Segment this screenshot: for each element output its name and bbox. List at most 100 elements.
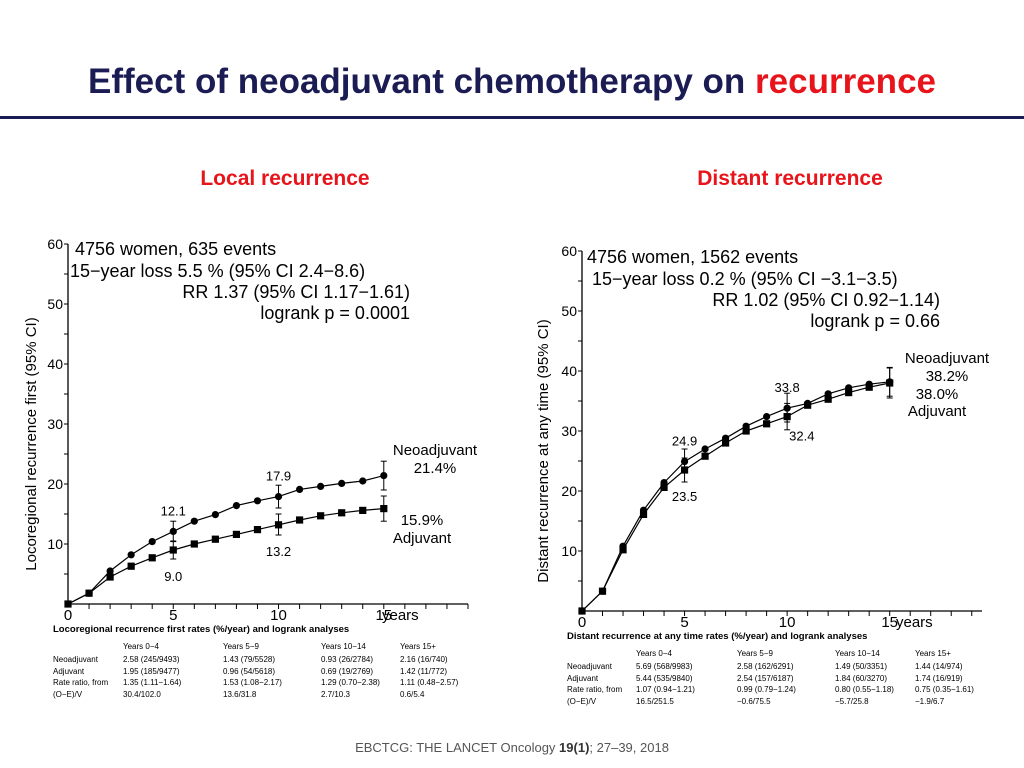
table-row-label: Rate ratio, from — [53, 678, 109, 687]
point-adjuvant — [148, 554, 156, 562]
table-row-label: Neoadjuvant — [567, 662, 612, 671]
point-neoadjuvant — [169, 527, 177, 535]
y-axis-title: Distant recurrence at any time (95% CI) — [535, 319, 552, 582]
table-header: Years 5−9 — [737, 649, 773, 658]
stats-line: logrank p = 0.0001 — [260, 303, 410, 323]
point-adjuvant — [253, 526, 262, 534]
point-neoadjuvant — [783, 404, 791, 412]
point-adjuvant — [701, 452, 709, 460]
point-adjuvant — [317, 512, 325, 520]
table-cell: 2.58 (162/6291) — [737, 662, 794, 671]
point-adjuvant — [845, 389, 853, 397]
slide-title-main: Effect of neoadjuvant chemotherapy on — [88, 62, 756, 101]
distant-rates-table: Distant recurrence at any time rates (%/… — [512, 631, 1024, 713]
point-neoadjuvant — [127, 551, 135, 559]
point-adjuvant — [639, 510, 648, 518]
x-tick-label: 10 — [270, 607, 287, 624]
point-adjuvant — [660, 483, 668, 491]
table-cell: 1.43 (79/5528) — [223, 655, 276, 664]
x-unit-label: years — [382, 607, 419, 624]
table-row-label: (O−E)/V — [53, 689, 83, 699]
stats-line: 4756 women, 635 events — [75, 239, 276, 259]
x-tick-label: 10 — [779, 614, 796, 631]
point-neoadjuvant — [106, 567, 114, 575]
table-row-label: Rate ratio, from — [567, 685, 623, 694]
point-neoadjuvant — [680, 458, 689, 466]
point-adjuvant — [169, 546, 177, 554]
table-cell: 2.58 (245/9493) — [123, 655, 180, 664]
table-cell: 0.75 (0.35−1.61) — [915, 685, 974, 694]
point-adjuvant — [721, 439, 730, 447]
series-name-label: Adjuvant — [908, 403, 967, 420]
y-axis-title: Locoregional recurrence first (95% CI) — [23, 317, 40, 570]
x-tick-label: 15 — [375, 607, 392, 624]
point-adjuvant — [824, 395, 832, 403]
table-cell: 1.53 (1.08−2.17) — [223, 678, 282, 687]
stats-line: RR 1.37 (95% CI 1.17−1.61) — [182, 282, 410, 302]
point-adjuvant — [619, 546, 627, 554]
point-adjuvant — [886, 379, 894, 387]
table-cell: 1.29 (0.70−2.38) — [321, 678, 380, 687]
point-value-label: 32.4 — [789, 429, 814, 444]
stats-line: 15−year loss 0.2 % (95% CI −3.1−3.5) — [592, 269, 898, 289]
y-tick-label: 50 — [47, 296, 63, 312]
table-cell: 0.96 (54/5618) — [223, 666, 276, 676]
point-adjuvant — [274, 521, 283, 529]
table-header: Years 5−9 — [223, 642, 259, 651]
point-adjuvant — [763, 420, 771, 428]
point-neoadjuvant — [338, 479, 346, 487]
point-value-label: 23.5 — [672, 489, 697, 504]
table-cell: 1.74 (16/919) — [915, 673, 963, 683]
point-adjuvant — [190, 540, 198, 548]
table-cell: 0.69 (19/2769) — [321, 666, 374, 676]
table-cell: 2.7/10.3 — [321, 689, 350, 699]
stats-line: 15−year loss 5.5 % (95% CI 2.4−8.6) — [70, 261, 365, 281]
point-adjuvant — [742, 427, 750, 435]
x-tick-label: 5 — [169, 607, 177, 624]
table-header: Years 0−4 — [123, 642, 159, 651]
series-end-value: 38.0% — [916, 386, 959, 403]
point-neoadjuvant — [190, 517, 198, 525]
y-tick-label: 20 — [47, 476, 63, 492]
title-divider — [0, 116, 1024, 119]
point-neoadjuvant — [380, 472, 388, 480]
table-cell: 0.99 (0.79−1.24) — [737, 685, 796, 694]
point-adjuvant — [578, 607, 586, 615]
table-caption: Locoregional recurrence first rates (%/y… — [53, 624, 350, 635]
point-neoadjuvant — [295, 485, 304, 493]
x-tick-label: 0 — [578, 614, 586, 631]
y-tick-label: 10 — [47, 536, 63, 552]
point-neoadjuvant — [232, 502, 241, 510]
slide-title-highlight: recurrence — [755, 62, 936, 101]
point-adjuvant — [783, 413, 791, 421]
point-adjuvant — [804, 401, 812, 409]
table-cell: 16.5/251.5 — [636, 696, 674, 706]
point-neoadjuvant — [763, 413, 771, 421]
series-line-neoadjuvant — [67, 475, 384, 605]
table-cell: 2.16 (16/740) — [400, 655, 448, 664]
table-header: Years 15+ — [400, 642, 436, 651]
point-adjuvant — [680, 466, 689, 474]
y-tick-label: 30 — [47, 416, 63, 432]
y-tick-label: 40 — [47, 356, 63, 372]
point-neoadjuvant — [211, 511, 219, 519]
y-tick-label: 50 — [561, 303, 577, 319]
table-cell: 1.49 (50/3351) — [835, 662, 888, 671]
point-value-label: 24.9 — [672, 434, 697, 449]
series-line-neoadjuvant — [581, 381, 890, 612]
table-cell: −1.9/6.7 — [915, 696, 945, 706]
x-tick-label: 5 — [680, 614, 688, 631]
series-end-value: 15.9% — [401, 512, 444, 529]
table-cell: 2.54 (157/6187) — [737, 673, 794, 683]
series-end-value: 21.4% — [414, 460, 457, 477]
point-value-label: 9.0 — [164, 569, 182, 584]
series-name-label: Neoadjuvant — [393, 442, 478, 459]
point-adjuvant — [106, 573, 114, 581]
point-value-label: 17.9 — [266, 469, 291, 484]
point-adjuvant — [865, 383, 873, 391]
point-value-label: 13.2 — [266, 544, 291, 559]
point-adjuvant — [598, 587, 607, 595]
x-tick-label: 0 — [64, 607, 72, 624]
table-row-label: Adjuvant — [567, 673, 599, 683]
